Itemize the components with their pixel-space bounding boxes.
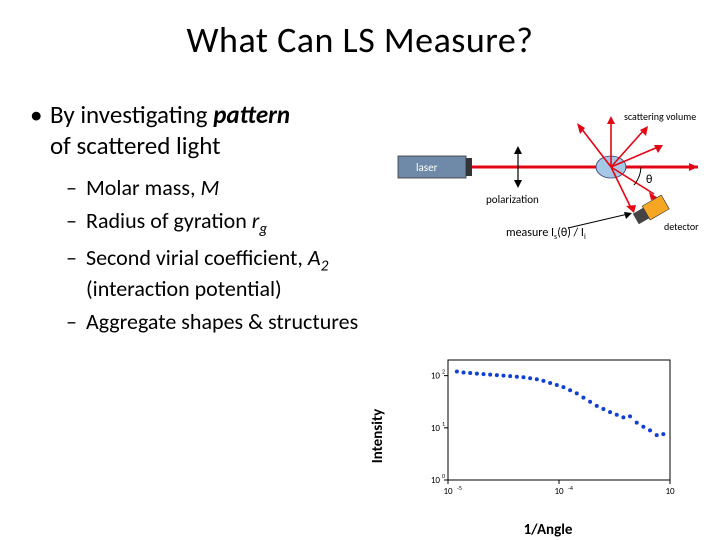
theta-label: θ xyxy=(646,173,652,187)
sub-bullet-sub: g xyxy=(259,219,267,238)
sub-bullet: Aggregate shapes & structures xyxy=(30,309,390,336)
sub-bullet: Second virial coefficient, A2 (interacti… xyxy=(30,245,390,303)
svg-text:2: 2 xyxy=(442,368,445,376)
plot-ylabel: Intensity xyxy=(369,408,387,463)
beam-arrowhead xyxy=(689,163,698,171)
svg-text:10: 10 xyxy=(431,423,441,434)
svg-text:0: 0 xyxy=(442,472,445,480)
svg-text:10: 10 xyxy=(665,486,675,497)
schematic-svg: laser polarization scattering volume θ xyxy=(396,108,706,253)
svg-text:-5: -5 xyxy=(457,484,462,492)
plot-xlabel: 1/Angle xyxy=(398,521,698,539)
bullet-main-pre: By investigating xyxy=(50,99,208,130)
svg-text:1: 1 xyxy=(442,420,445,428)
sub-bullet-sub: 2 xyxy=(321,256,329,275)
intensity-plot: Intensity 10-510-410-3100101102 1/Angle xyxy=(398,348,698,523)
measure-arrow xyxy=(568,214,628,228)
pol-arrow-down xyxy=(514,180,522,188)
slide-title: What Can LS Measure? xyxy=(0,0,720,62)
laser-label: laser xyxy=(416,161,438,174)
svg-text:10: 10 xyxy=(431,371,441,382)
measure-label: measure Is(θ) / Ii xyxy=(506,226,586,242)
pol-arrow-up xyxy=(514,146,522,154)
sub-bullet: Radius of gyration rg xyxy=(30,208,390,239)
sub-bullet-text: Second virial coefficient, xyxy=(86,244,308,271)
laser-aperture xyxy=(466,158,472,176)
sub-bullet: Molar mass, M xyxy=(30,175,390,202)
bullet-main-ital: pattern xyxy=(213,99,290,130)
svg-text:10: 10 xyxy=(554,486,564,497)
bullet-main: By investigating pattern of scattered li… xyxy=(30,100,390,161)
schematic-figure: laser polarization scattering volume θ xyxy=(396,108,706,253)
bullet-content: By investigating pattern of scattered li… xyxy=(30,100,390,342)
detector-label: detector xyxy=(664,220,699,233)
svg-text:10: 10 xyxy=(431,475,441,486)
sub-bullet-var: A xyxy=(308,244,321,271)
plot-svg: 10-510-410-3100101102 xyxy=(418,348,678,498)
measure-arrowhead xyxy=(624,212,632,219)
polarization-label: polarization xyxy=(486,193,539,206)
svg-text:-4: -4 xyxy=(568,484,573,492)
sub-bullet-post: (interaction potential) xyxy=(86,275,282,302)
bullet-main-tail: of scattered light xyxy=(50,130,221,161)
svg-text:10: 10 xyxy=(443,486,453,497)
sub-bullet-text: Molar mass, xyxy=(86,174,200,201)
scattering-volume-label: scattering volume xyxy=(624,110,696,123)
sub-bullet-text: Radius of gyration xyxy=(86,207,252,234)
sub-bullet-var: M xyxy=(200,174,219,201)
sub-bullet-text: Aggregate shapes & structures xyxy=(86,308,358,335)
